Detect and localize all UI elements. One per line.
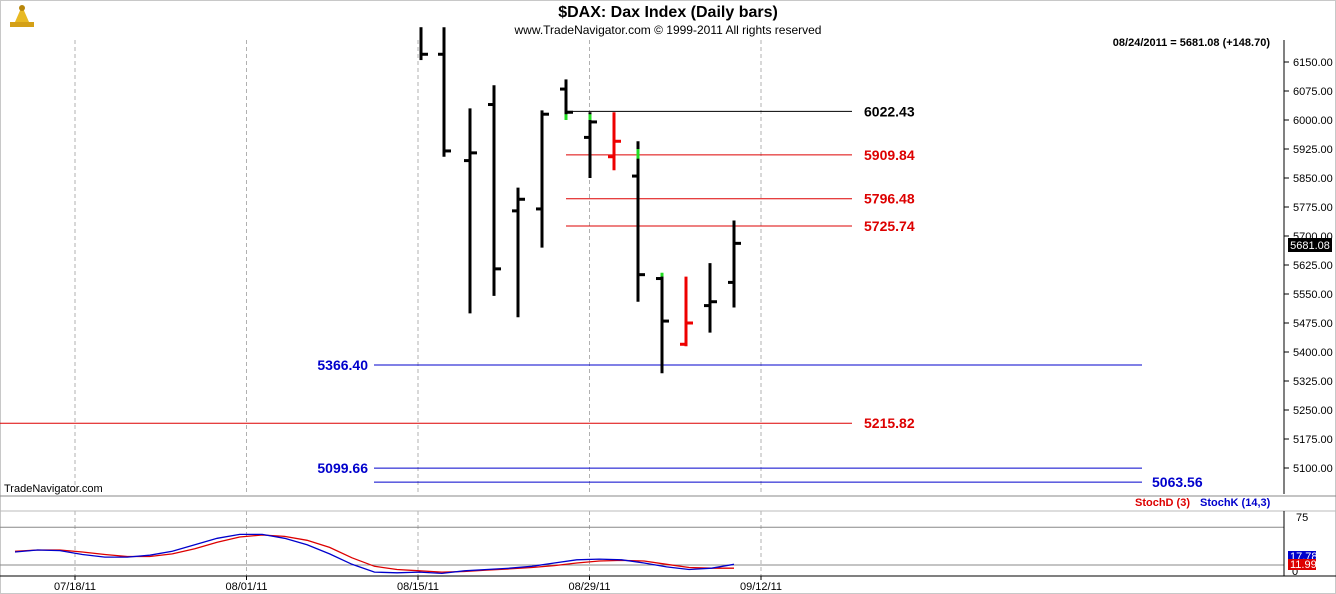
price-tick-label: 5475.00: [1293, 318, 1333, 330]
price-tick-label: 5550.00: [1293, 289, 1333, 301]
date-tick-label: 09/12/11: [740, 581, 782, 593]
level-label: 5796.48: [864, 191, 915, 207]
level-label: 5099.66: [317, 460, 368, 476]
stochd-value-text: 11.99: [1290, 559, 1317, 571]
price-tick-label: 6075.00: [1293, 86, 1333, 98]
watermark: TradeNavigator.com: [4, 483, 103, 495]
last-price-tag: 5681.08: [1288, 238, 1332, 252]
level-label: 6022.43: [864, 103, 915, 119]
stochd-value-tag: 11.99: [1288, 559, 1317, 571]
price-tick-label: 5925.00: [1293, 144, 1333, 156]
price-tick-label: 5325.00: [1293, 376, 1333, 388]
price-tick-label: 5850.00: [1293, 173, 1333, 185]
stochk-line: [14, 533, 735, 575]
oscillator-grid: [0, 526, 1284, 566]
level-label: 5063.56: [1152, 474, 1203, 490]
level-label: 5909.84: [864, 147, 915, 163]
price-tick-label: 5100.00: [1293, 463, 1333, 475]
horizontal-levels: 6022.43 5909.84 5796.48 5725.74 5366.40 5215.…: [0, 103, 1203, 490]
level-label: 5215.82: [864, 415, 915, 431]
osc-tick-0: 0: [1292, 566, 1298, 578]
date-tick-label: 08/29/11: [568, 581, 610, 593]
price-tick-label: 5400.00: [1293, 347, 1333, 359]
osc-tick-75: 75: [1296, 512, 1308, 524]
date-tick-label: 08/15/11: [397, 581, 439, 593]
date-tick-label: 07/18/11: [54, 581, 96, 593]
chart-subtitle: www.TradeNavigator.com © 1999-2011 All r…: [514, 23, 822, 37]
level-label: 5366.40: [317, 357, 368, 373]
price-bars: [419, 27, 741, 374]
level-label: 5725.74: [864, 218, 915, 234]
last-value-readout: 08/24/2011 = 5681.08 (+148.70): [1113, 37, 1271, 49]
date-tick-label: 08/01/11: [225, 581, 267, 593]
price-tick-label: 6150.00: [1293, 57, 1333, 69]
chart-title: $DAX: Dax Index (Daily bars): [558, 4, 778, 21]
price-tick-label: 5625.00: [1293, 260, 1333, 272]
tradenavigator-logo-icon: [10, 5, 34, 27]
price-tick-label: 5175.00: [1293, 434, 1333, 446]
price-axis: 6150.00 6075.00 6000.00 5925.00 5850.00 5775.…: [1284, 57, 1333, 475]
stochk-legend: StochK (14,3): [1200, 497, 1271, 509]
stochd-legend: StochD (3): [1135, 497, 1190, 509]
price-tick-label: 5775.00: [1293, 202, 1333, 214]
price-tick-label: 5250.00: [1293, 405, 1333, 417]
oscillator-lines: [14, 533, 735, 575]
price-tick-label: 6000.00: [1293, 115, 1333, 127]
date-axis: 07/18/11 08/01/11 08/15/11 08/29/11 09/12/11: [54, 576, 782, 593]
last-price-tag-text: 5681.08: [1290, 240, 1330, 252]
grid-lines: [74, 40, 762, 576]
